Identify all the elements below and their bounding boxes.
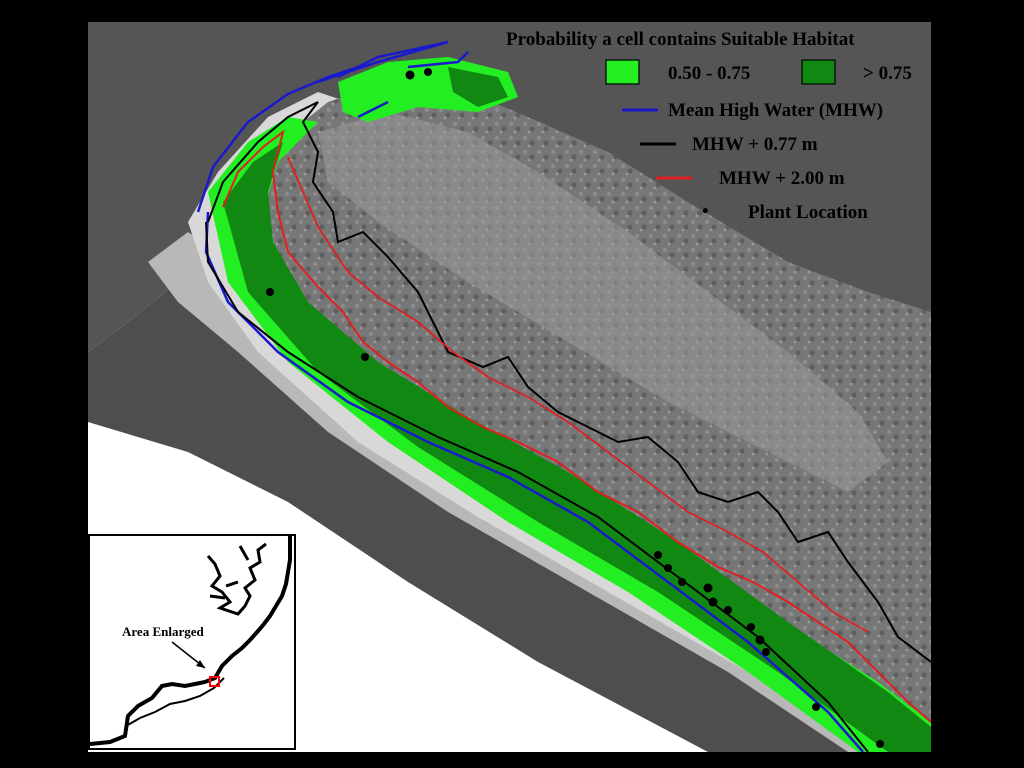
mhw-200-line <box>222 129 931 723</box>
habitat-zone-gt-075 <box>223 142 931 752</box>
legend-label-mhw-077: MHW + 0.77 m <box>692 134 818 155</box>
inset-arrow-head <box>196 660 205 668</box>
plant-location <box>747 623 755 631</box>
plant-location <box>812 703 820 711</box>
legend-swatch-gt-075 <box>801 59 836 85</box>
inset-sounds <box>206 542 267 616</box>
plant-location <box>405 70 415 80</box>
plant-location <box>654 551 662 559</box>
legend-label-plant-location: Plant Location <box>748 202 868 223</box>
plant-location <box>678 578 686 586</box>
legend: Probability a cell contains Suitable Hab… <box>506 29 912 223</box>
inset-inner-coast <box>125 677 225 727</box>
plant-location <box>266 288 274 296</box>
plant-locations <box>266 68 884 748</box>
inset-label-area-enlarged: Area Enlarged <box>122 624 204 639</box>
habitat-north-patch-dark <box>448 67 508 107</box>
inset-area-marker <box>209 676 220 687</box>
legend-label-050-075: 0.50 - 0.75 <box>668 63 750 84</box>
plant-location <box>703 583 713 593</box>
legend-title: Probability a cell contains Suitable Hab… <box>506 29 855 50</box>
mhw-077-line-lower <box>205 221 869 752</box>
legend-swatch-050-075 <box>605 59 640 85</box>
plant-location <box>361 353 369 361</box>
plant-location <box>762 648 770 656</box>
plant-location <box>424 68 432 76</box>
mhw-077-line <box>207 101 931 663</box>
plant-location <box>708 597 718 607</box>
legend-label-gt-075: > 0.75 <box>863 63 912 84</box>
legend-label-mhw-200: MHW + 2.00 m <box>719 168 845 189</box>
aerial-map: Probability a cell contains Suitable Hab… <box>88 22 931 752</box>
plant-location <box>664 564 672 572</box>
legend-label-mhw: Mean High Water (MHW) <box>668 100 883 121</box>
inset-coastline <box>90 536 292 746</box>
mhw-line-north <box>317 40 469 119</box>
map-frame: Probability a cell contains Suitable Hab… <box>88 22 931 752</box>
mhw-line <box>196 65 864 752</box>
island-interior-light <box>318 112 888 492</box>
plant-location <box>876 740 884 748</box>
legend-point-symbol: • <box>702 201 709 222</box>
inset-locator-map: Area Enlarged <box>88 534 296 750</box>
mhw-200-line-inner <box>287 156 869 633</box>
plant-location <box>755 635 765 645</box>
plant-location <box>724 606 732 614</box>
